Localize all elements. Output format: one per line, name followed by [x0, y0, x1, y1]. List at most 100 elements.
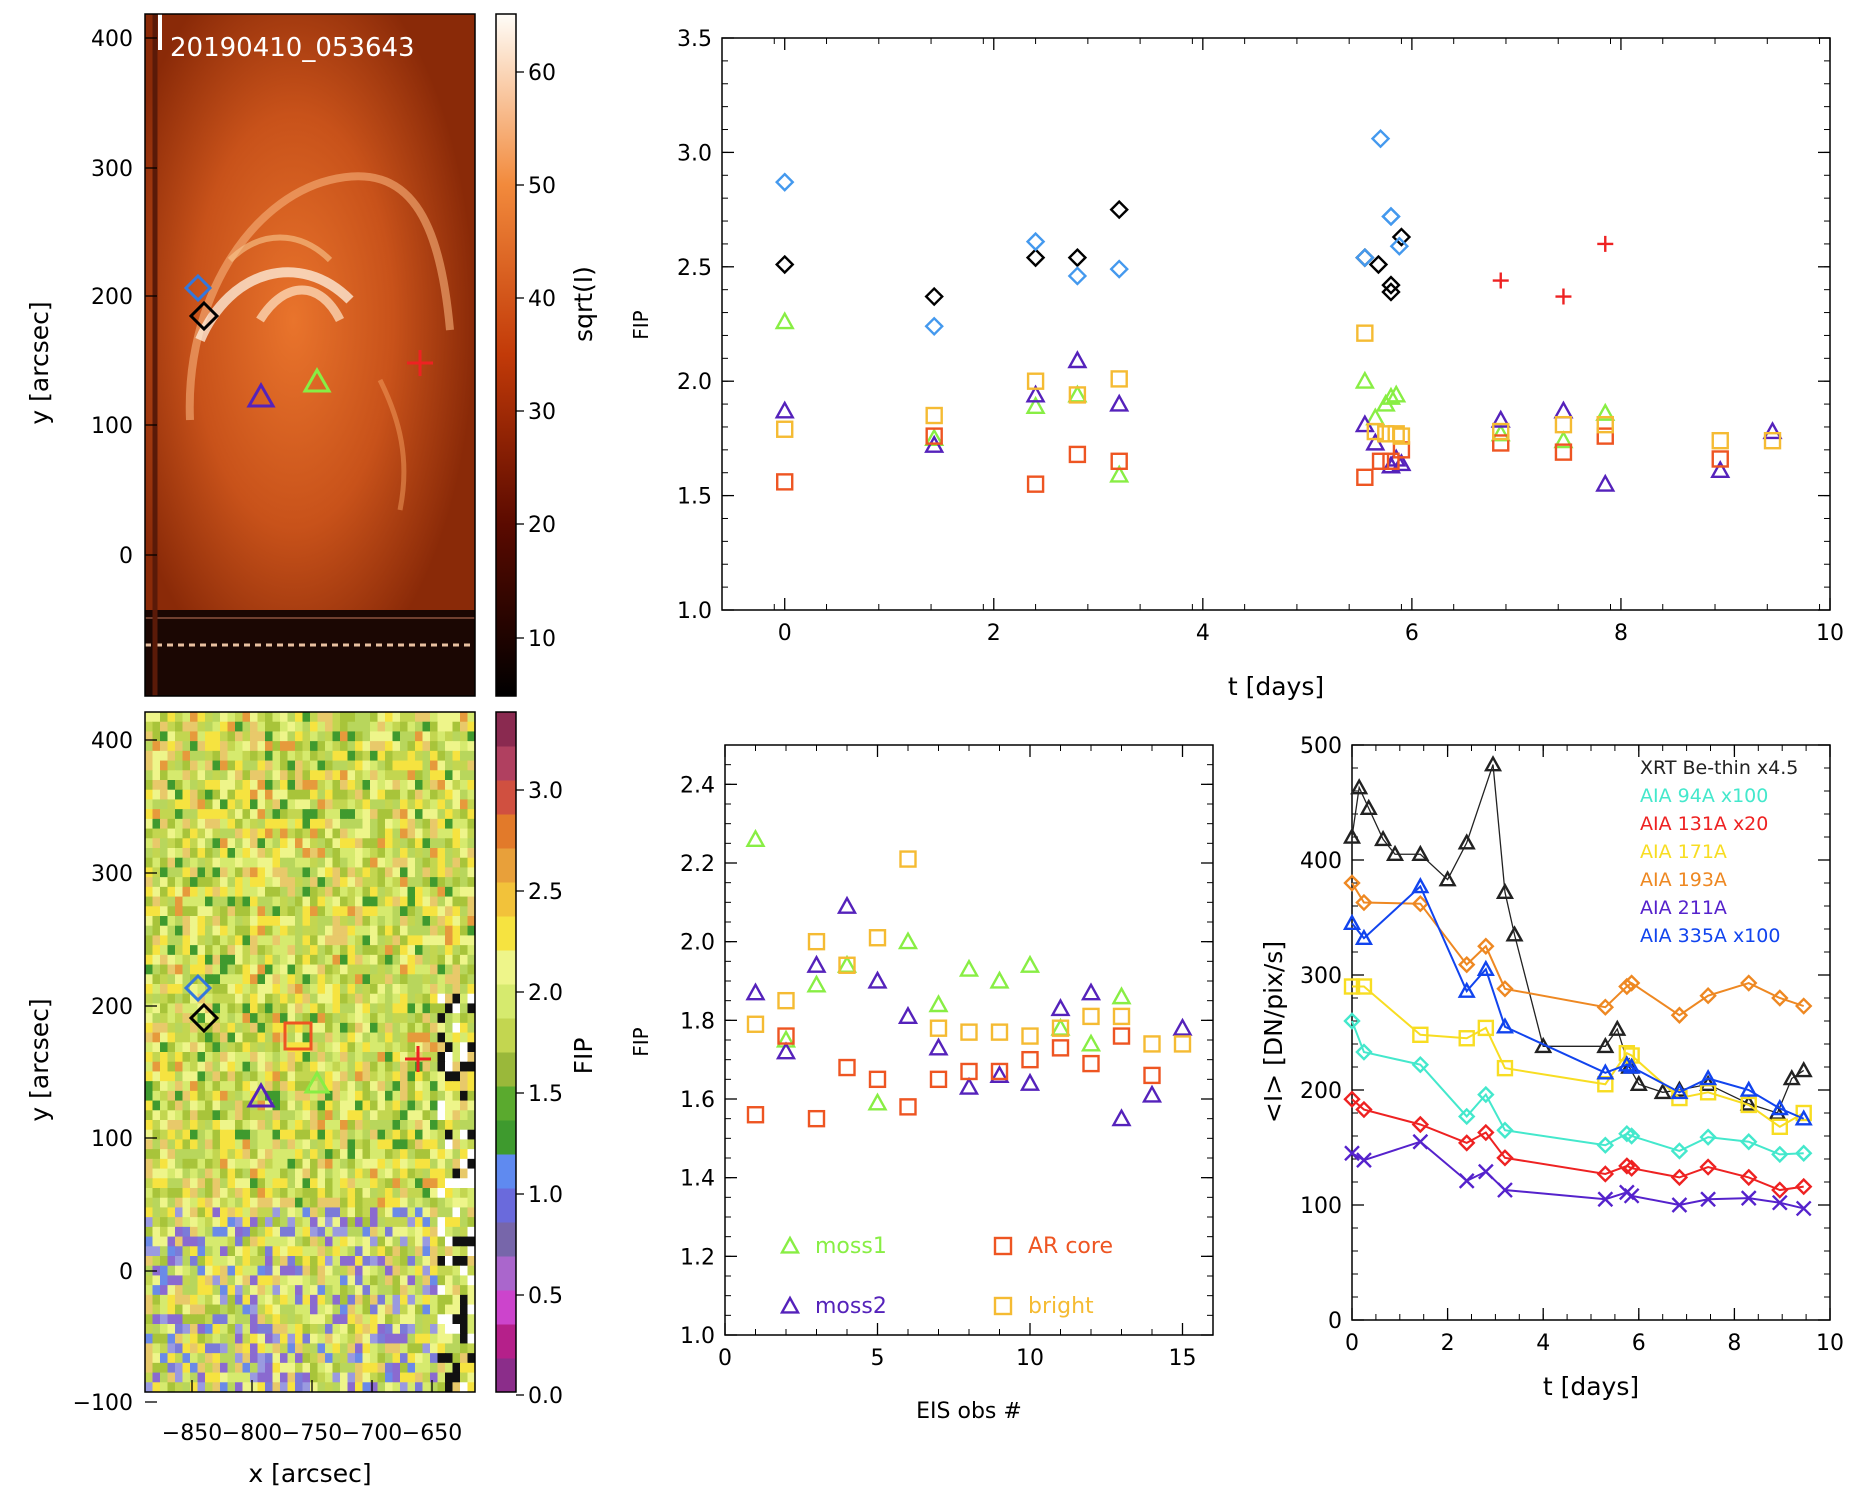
fip-map-pixel — [377, 993, 386, 1004]
fip-map-pixel — [287, 1265, 296, 1276]
fip-map-pixel — [392, 828, 401, 839]
fip-map-pixel — [332, 1032, 341, 1043]
data-point — [836, 895, 858, 914]
fip-map-pixel — [272, 1353, 281, 1364]
fip-map-pixel — [347, 867, 356, 878]
data-point — [1740, 974, 1758, 992]
fip-map-pixel — [190, 1362, 198, 1374]
fip-map-pixel — [257, 1362, 266, 1374]
fip-map-pixel — [317, 1246, 326, 1257]
fip-map-pixel — [160, 1265, 168, 1276]
fip-map-pixel — [407, 1120, 416, 1131]
data-point — [1355, 1043, 1373, 1061]
fip-map-pixel — [317, 1197, 326, 1208]
fip-map-pixel — [182, 877, 191, 888]
fip-map-pixel — [332, 721, 341, 732]
fip-map-pixel — [205, 1100, 213, 1111]
fip-map-pixel — [250, 1343, 258, 1354]
fip-map-pixel — [355, 1304, 363, 1315]
fip-map-pixel — [452, 1246, 461, 1257]
fip-map-pixel — [265, 1372, 273, 1383]
fip-map-pixel — [437, 1294, 446, 1306]
fip-map-pixel — [437, 838, 446, 849]
fip-map-pixel — [160, 818, 168, 830]
fip-map-pixel — [407, 1110, 416, 1121]
fip-map-pixel — [437, 1246, 446, 1257]
fip-map-pixel — [445, 828, 453, 839]
fip-map-pixel — [467, 867, 476, 878]
data-point — [1496, 1059, 1514, 1077]
fip-map-pixel — [227, 1207, 236, 1218]
fip-map-pixel — [302, 1168, 311, 1179]
fip-map-pixel — [272, 867, 281, 878]
fip-map-pixel — [280, 1081, 288, 1092]
fip-map-pixel — [167, 1032, 176, 1043]
fip-map-pixel — [257, 1120, 266, 1131]
fip-map-pixel — [452, 1226, 461, 1238]
fip-colorbar-band — [496, 712, 516, 747]
fip-map-pixel — [460, 1217, 468, 1228]
fip-map-pixel — [370, 954, 378, 966]
y-tick-label: 3.5 — [677, 27, 712, 52]
fip-map-pixel — [392, 809, 401, 820]
fip-map-pixel — [430, 1090, 438, 1102]
fip-map-pixel — [235, 1246, 243, 1257]
fip-map-pixel — [152, 838, 161, 849]
fip-map-pixel — [280, 750, 288, 762]
fip-map-pixel — [310, 1275, 318, 1286]
fip-map-pixel — [445, 1324, 453, 1335]
fip-map-pixel — [400, 848, 408, 859]
fip-map-pixel — [467, 906, 476, 917]
data-point — [1458, 1030, 1475, 1047]
fip-map-pixel — [460, 1324, 468, 1335]
fip-map-pixel — [332, 760, 341, 771]
fip-map-pixel — [295, 1081, 303, 1092]
fip-map-pixel — [197, 857, 206, 868]
fip-map-pixel — [197, 731, 206, 742]
fip-map-pixel — [302, 818, 311, 830]
fip-map-pixel — [287, 799, 296, 810]
fip-map-pixel — [377, 925, 386, 936]
fip-map-pixel — [197, 1120, 206, 1131]
fip-map-pixel — [430, 1372, 438, 1383]
fip-map-pixel — [152, 896, 161, 907]
data-point — [960, 1062, 978, 1081]
fip-map-pixel — [167, 906, 176, 917]
fip-map-pixel — [385, 1246, 393, 1257]
fip-map-pixel — [415, 838, 423, 849]
fip-map-pixel — [377, 1285, 386, 1296]
fip-map-pixel — [467, 712, 476, 723]
fip-map-pixel — [257, 1236, 266, 1247]
fip-map-pixel — [377, 1256, 386, 1267]
fip-map-pixel — [212, 741, 221, 752]
series-black-diamonds — [775, 199, 1412, 307]
fip-map-pixel — [145, 1343, 153, 1354]
fip-map-pixel — [272, 1120, 281, 1131]
fip-colorbar-band — [496, 1120, 516, 1155]
fip-map-pixel — [467, 1129, 476, 1140]
fip-map-pixel — [287, 1197, 296, 1208]
fip-colorbar-band — [496, 780, 516, 815]
fip-map-pixel — [385, 1013, 393, 1024]
data-point — [1477, 1019, 1495, 1037]
fip-map-pixel — [197, 809, 206, 820]
fip-map-pixel — [250, 799, 258, 810]
fip-map-pixel — [167, 1188, 176, 1199]
fip-map-pixel — [220, 954, 228, 966]
fip-map-pixel — [340, 828, 348, 839]
fip-map-pixel — [167, 1081, 176, 1092]
colorbar-tick-label: 2.0 — [528, 981, 563, 1006]
fip-map-pixel — [205, 1149, 213, 1160]
fip-map-pixel — [332, 1236, 341, 1247]
fip-map-pixel — [385, 877, 393, 888]
fip-map-pixel — [317, 1256, 326, 1267]
fip-map-pixel — [310, 799, 318, 810]
fip-map-pixel — [190, 945, 198, 956]
fip-map-pixel — [212, 1168, 221, 1179]
fip-map-pixel — [152, 1139, 161, 1150]
fip-map-pixel — [340, 789, 348, 800]
fip-map-pixel — [167, 935, 176, 946]
fip-map-pixel — [325, 1294, 333, 1306]
fip-map-pixel — [325, 1236, 333, 1247]
